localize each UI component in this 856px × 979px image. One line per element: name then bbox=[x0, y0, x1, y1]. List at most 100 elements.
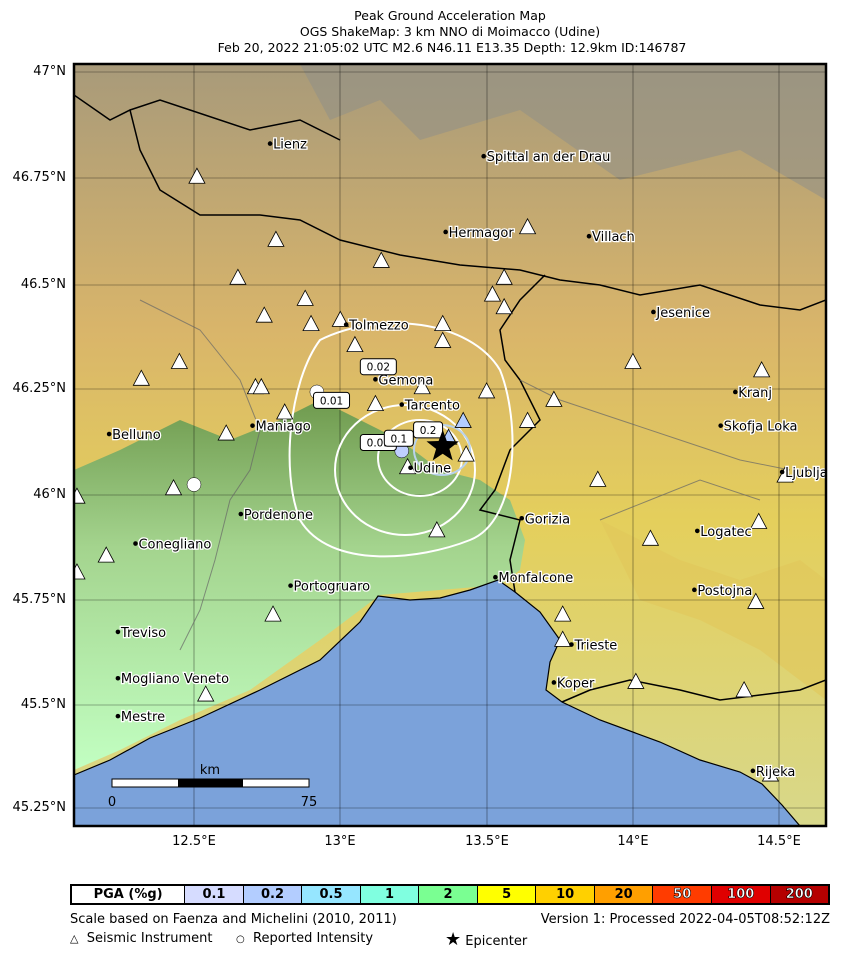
seismic-station-triangle-icon[interactable] bbox=[331, 310, 349, 327]
city-label: Gemona bbox=[378, 373, 433, 388]
stations-layer bbox=[69, 167, 794, 782]
seismic-station-triangle-icon[interactable] bbox=[267, 230, 285, 247]
seismic-station-triangle-icon[interactable] bbox=[518, 217, 537, 235]
city-dot bbox=[115, 675, 121, 681]
seismic-station-triangle-icon[interactable] bbox=[217, 424, 235, 441]
lat-tick: 46.5°N bbox=[20, 277, 66, 292]
city-label: Ljubljana bbox=[785, 466, 844, 481]
city-label: Tarcento bbox=[404, 399, 460, 414]
contour-label: 0.02 bbox=[367, 362, 390, 374]
seismic-station-triangle-icon[interactable] bbox=[413, 377, 431, 395]
seismic-station-triangle-icon[interactable] bbox=[170, 352, 189, 369]
lat-tick: 45.25°N bbox=[12, 800, 66, 815]
seismic-station-triangle-icon[interactable] bbox=[495, 297, 513, 315]
seismic-station-triangle-icon[interactable] bbox=[750, 512, 768, 529]
lon-tick: 12.5°E bbox=[172, 834, 216, 849]
city-label: Belluno bbox=[112, 428, 161, 443]
graticule bbox=[74, 64, 826, 826]
seismic-station-triangle-icon[interactable] bbox=[624, 352, 642, 369]
contour-label-box bbox=[413, 421, 444, 439]
seismic-station-triangle-icon[interactable] bbox=[495, 268, 513, 285]
lat-tick: 46.75°N bbox=[12, 170, 66, 185]
seismic-station-triangle-icon[interactable] bbox=[252, 377, 270, 395]
seismic-station-triangle-icon[interactable] bbox=[276, 403, 294, 420]
seismic-station-triangle-icon[interactable] bbox=[229, 268, 247, 285]
city-dot bbox=[733, 389, 738, 395]
seismic-station-triangle-icon[interactable] bbox=[366, 394, 385, 411]
pga-contours bbox=[288, 322, 514, 558]
seismic-station-triangle-icon[interactable] bbox=[457, 445, 475, 462]
city-dot bbox=[443, 229, 448, 235]
seismic-station-triangle-icon[interactable] bbox=[69, 487, 86, 504]
star-icon: ★ bbox=[445, 929, 462, 950]
seismic-station-triangle-icon[interactable] bbox=[454, 411, 472, 428]
seismic-station-triangle-icon[interactable] bbox=[428, 521, 446, 538]
country-borders bbox=[74, 94, 826, 703]
seismic-station-triangle-icon[interactable] bbox=[264, 605, 282, 622]
contour-label-box bbox=[359, 358, 397, 376]
city-dot bbox=[481, 153, 486, 159]
lon-tick: 14°E bbox=[617, 834, 649, 849]
city-label: Treviso bbox=[120, 626, 166, 641]
legend-bin: 2 bbox=[419, 886, 478, 903]
city-label: Hermagor bbox=[449, 226, 515, 241]
seismic-station-triangle-icon[interactable] bbox=[747, 592, 765, 609]
seismic-station-triangle-icon[interactable] bbox=[735, 681, 753, 698]
city-label: Trieste bbox=[573, 639, 617, 654]
city-dot bbox=[133, 541, 138, 546]
seismic-station-triangle-icon[interactable] bbox=[477, 382, 496, 399]
seismic-station-triangle-icon[interactable] bbox=[346, 335, 364, 353]
contour-label: 0.1 bbox=[390, 433, 407, 445]
title-line1: Peak Ground Acceleration Map bbox=[354, 8, 546, 23]
seismic-station-triangle-icon[interactable] bbox=[97, 546, 115, 563]
seismic-station-triangle-icon[interactable] bbox=[518, 411, 537, 428]
seismic-station-triangle-icon[interactable] bbox=[545, 390, 563, 407]
city-label: Pordenone bbox=[244, 508, 313, 523]
seismic-station-triangle-icon[interactable] bbox=[554, 630, 572, 647]
scale-unit: km bbox=[200, 763, 220, 778]
city-label: Skofja Loka bbox=[724, 420, 798, 435]
city-dot bbox=[115, 629, 121, 635]
city-label: Conegliano bbox=[138, 538, 211, 553]
seismic-station-triangle-icon[interactable] bbox=[641, 529, 660, 546]
seismic-station-triangle-icon[interactable] bbox=[589, 470, 607, 487]
seismic-station-triangle-icon[interactable] bbox=[752, 361, 771, 378]
pga-legend-bar: PGA (%g) 0.1 0.2 0.5 1 2 5 10 20 50 100 200 bbox=[70, 884, 830, 905]
seismic-station-triangle-icon[interactable] bbox=[188, 167, 206, 184]
city-label: Spittal an der Drau bbox=[487, 150, 611, 165]
city-dot bbox=[106, 431, 112, 437]
seismic-station-triangle-icon[interactable] bbox=[372, 251, 390, 268]
lat-tick: 45.75°N bbox=[12, 592, 66, 607]
seismic-station-triangle-icon[interactable] bbox=[197, 685, 215, 702]
legend-bin: 0.5 bbox=[302, 886, 361, 903]
lat-tick: 47°N bbox=[33, 64, 66, 79]
city-dot bbox=[343, 322, 349, 327]
seismic-station-triangle-icon[interactable] bbox=[132, 369, 150, 386]
seismic-station-triangle-icon[interactable] bbox=[296, 289, 314, 306]
seismic-station-triangle-icon[interactable] bbox=[434, 314, 452, 331]
seismic-station-triangle-icon[interactable] bbox=[554, 605, 572, 622]
city-dot bbox=[586, 233, 592, 239]
city-label: Koper bbox=[557, 676, 595, 691]
seismic-station-triangle-icon[interactable] bbox=[164, 478, 183, 496]
seismic-station-triangle-icon[interactable] bbox=[761, 765, 780, 782]
city-label: Gorizia bbox=[525, 512, 570, 527]
seismic-station-triangle-icon[interactable] bbox=[627, 672, 645, 689]
seismic-station-triangle-icon[interactable] bbox=[69, 563, 86, 580]
cities-layer: Lienz Spittal an der Drau Hermagor Villach J… bbox=[106, 136, 844, 781]
seismic-station-triangle-icon[interactable] bbox=[483, 285, 502, 302]
city-label: Rijeka bbox=[756, 765, 796, 780]
city-dot bbox=[651, 309, 656, 315]
seismic-station-triangle-icon[interactable] bbox=[434, 331, 452, 348]
seismic-station-triangle-icon[interactable] bbox=[302, 314, 320, 331]
contour-label: 0.2 bbox=[420, 425, 437, 437]
city-label: Villach bbox=[592, 230, 635, 245]
seismic-station-triangle-icon[interactable] bbox=[776, 466, 794, 483]
reported-intensity-circle-icon[interactable] bbox=[186, 477, 202, 492]
city-label: Tolmezzo bbox=[348, 319, 409, 334]
seismic-station-triangle-icon[interactable] bbox=[255, 306, 273, 323]
city-dot bbox=[408, 465, 413, 471]
legend-bin: 10 bbox=[536, 886, 595, 903]
city-label: Mestre bbox=[121, 710, 165, 725]
